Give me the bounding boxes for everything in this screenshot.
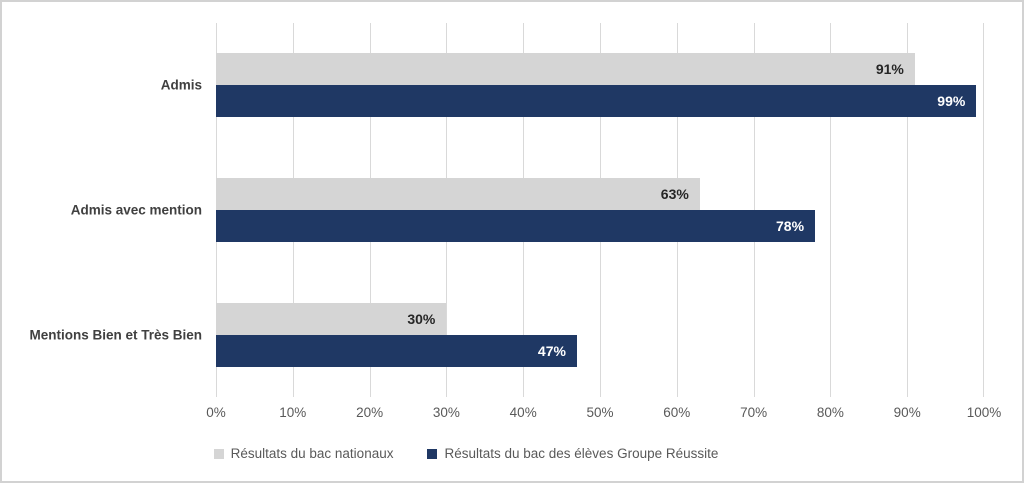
data-label: 63% [660,185,689,202]
data-label: 78% [776,217,805,234]
bar-groupe-reussite: 47% [216,334,577,367]
x-tick: 80% [816,405,844,420]
legend-item-groupe-reussite: Résultats du bac des élèves Groupe Réuss… [427,446,718,461]
x-tick: 90% [893,405,921,420]
category-group-admis: Admis 91% 99% [161,23,984,148]
legend-label: Résultats du bac des élèves Groupe Réuss… [444,446,719,461]
category-label: Admis [160,77,202,93]
x-tick: 20% [356,405,384,420]
legend-swatch-nationaux [213,448,224,459]
bar-nationaux: 91% [216,53,915,86]
gridline-80 [830,23,832,397]
gridline-90 [907,23,909,397]
data-label: 47% [537,342,566,359]
category-group-admis-avec-mention: Admis avec mention 63% 78% [71,148,984,273]
category-label: Admis avec mention [70,202,202,218]
x-tick: 30% [432,405,460,420]
legend-item-nationaux: Résultats du bac nationaux [213,446,394,461]
x-tick: 50% [586,405,614,420]
data-label: 30% [407,310,436,327]
legend-swatch-groupe-reussite [427,448,438,459]
legend: Résultats du bac nationaux Résultats du … [2,446,976,461]
category-label: Mentions Bien et Très Bien [29,327,202,343]
x-tick: 60% [663,405,691,420]
x-tick: 0% [206,405,226,420]
x-tick: 40% [509,405,537,420]
x-axis: 0% 10% 20% 30% 40% 50% 60% 70% 80% 90% 1… [206,405,1001,423]
bar-groupe-reussite: 99% [216,85,977,118]
x-tick: 70% [740,405,768,420]
x-tick: 10% [279,405,307,420]
legend-label: Résultats du bac nationaux [230,446,394,461]
data-label: 91% [875,61,904,78]
gridline-100 [983,23,984,397]
bar-nationaux: 30% [216,302,447,335]
bar-groups: Admis 91% 99% Admis avec mention 63% 78%… [29,23,984,397]
plot-area: Admis 91% 99% Admis avec mention 63% 78%… [29,23,984,397]
bar-groupe-reussite: 78% [216,209,816,242]
data-label: 99% [937,93,966,110]
bar-nationaux: 63% [216,177,700,210]
category-group-mentions-bien: Mentions Bien et Très Bien 30% 47% [29,272,984,397]
x-tick: 100% [966,405,1002,420]
